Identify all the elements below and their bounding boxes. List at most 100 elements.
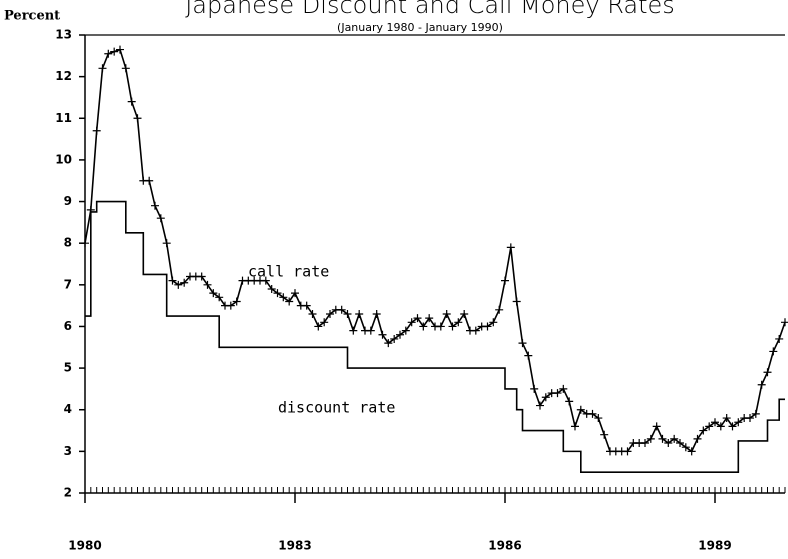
point-marker [512, 297, 521, 306]
point-marker [355, 309, 364, 318]
point-marker [151, 201, 159, 210]
point-marker [396, 330, 404, 339]
series-line [85, 200, 785, 473]
point-marker [576, 405, 585, 414]
point-marker [501, 276, 509, 285]
point-marker [156, 214, 165, 223]
x-tick-label: 1989 [698, 539, 731, 553]
y-tick-label: 12 [55, 69, 72, 83]
point-marker [145, 176, 154, 185]
point-marker [162, 239, 171, 248]
point-marker [757, 380, 766, 389]
point-marker [623, 447, 632, 456]
point-marker [168, 276, 177, 285]
point-marker [419, 322, 428, 331]
point-marker [699, 426, 708, 435]
point-marker [751, 409, 760, 418]
point-marker [734, 418, 743, 427]
point-marker [425, 314, 434, 323]
point-marker [530, 384, 539, 393]
point-marker [197, 272, 206, 281]
point-marker [471, 326, 480, 335]
point-marker [559, 384, 568, 393]
point-marker [279, 293, 288, 302]
point-marker [641, 439, 649, 448]
point-marker [203, 280, 212, 289]
point-marker [460, 309, 469, 318]
point-marker [571, 422, 579, 431]
x-tick-label: 1986 [488, 539, 521, 553]
point-marker [232, 297, 241, 306]
point-marker [769, 347, 778, 356]
point-marker [716, 422, 725, 431]
point-marker [384, 339, 393, 348]
point-marker [495, 305, 504, 314]
point-marker [180, 278, 189, 287]
point-marker [781, 318, 788, 327]
point-marker [594, 414, 603, 423]
point-marker [366, 326, 375, 335]
point-marker [308, 309, 317, 318]
point-marker [489, 318, 498, 327]
point-marker [436, 322, 445, 331]
chart-subtitle: (January 1980 - January 1990) [337, 21, 503, 34]
point-marker [127, 97, 136, 106]
point-marker [261, 276, 270, 285]
y-tick-label: 9 [64, 194, 72, 208]
point-marker [92, 126, 101, 135]
point-marker [728, 422, 737, 431]
point-marker [104, 49, 113, 58]
point-marker [285, 297, 294, 306]
point-marker [652, 422, 661, 431]
y-tick-label: 7 [64, 277, 72, 291]
point-marker [681, 443, 690, 452]
x-tick-label: 1980 [68, 539, 101, 553]
point-marker [302, 301, 311, 310]
point-marker [81, 239, 89, 248]
point-marker [664, 439, 673, 448]
point-marker [413, 314, 422, 323]
point-marker [670, 434, 679, 443]
point-marker [711, 418, 719, 427]
x-tick-label: 1983 [278, 539, 311, 553]
point-marker [372, 309, 381, 318]
point-marker [448, 322, 457, 331]
point-marker [553, 389, 562, 398]
point-marker [646, 434, 655, 443]
point-marker [133, 114, 142, 123]
y-tick-label: 4 [64, 402, 72, 416]
point-marker [600, 430, 609, 439]
point-marker [226, 301, 235, 310]
y-tick-label: 2 [64, 486, 72, 500]
point-marker [588, 409, 597, 418]
point-marker [116, 45, 124, 54]
chart-title: Japanese Discount and Call Money Rates [185, 0, 675, 19]
point-marker [705, 422, 714, 431]
point-marker [524, 351, 533, 360]
point-marker [343, 309, 352, 318]
point-marker [401, 326, 410, 335]
y-tick-label: 11 [55, 111, 72, 125]
point-marker [565, 397, 574, 406]
point-marker [746, 414, 754, 423]
point-marker [390, 334, 399, 343]
point-marker [506, 243, 515, 252]
point-marker [518, 339, 527, 348]
point-marker [722, 414, 731, 423]
point-marker [209, 289, 218, 298]
point-marker [110, 47, 119, 56]
point-marker [536, 401, 544, 410]
point-marker [174, 280, 183, 289]
point-marker [291, 289, 299, 298]
point-marker [267, 284, 276, 293]
point-marker [98, 64, 107, 73]
point-marker [687, 447, 696, 456]
point-marker [541, 393, 550, 402]
y-tick-label: 5 [64, 361, 72, 375]
point-marker [676, 439, 684, 448]
y-tick-label: 10 [55, 152, 72, 166]
point-marker [442, 309, 451, 318]
point-marker [483, 322, 492, 331]
y-axis-label: Percent [4, 9, 60, 24]
point-marker [775, 334, 784, 343]
